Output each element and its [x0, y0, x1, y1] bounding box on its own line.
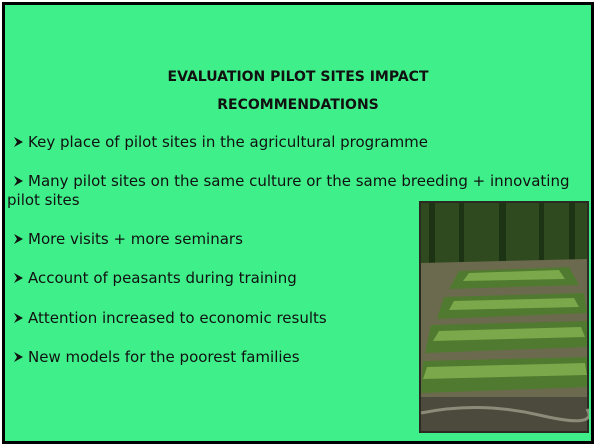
bullet-text: More visits + more seminars: [28, 230, 243, 248]
bullet-item: Key place of pilot sites in the agricult…: [7, 133, 572, 152]
bullet-text: Key place of pilot sites in the agricult…: [28, 133, 428, 151]
bullet-arrow: [13, 233, 24, 245]
bullet-text: Account of peasants during training: [28, 269, 297, 287]
bullet-arrow: [13, 312, 24, 324]
bullet-text: New models for the poorest families: [28, 348, 300, 366]
bullet-arrow: [13, 272, 24, 284]
bullet-arrow: [13, 175, 24, 187]
bullet-arrow: [13, 351, 24, 363]
slide: EVALUATION PILOT SITES IMPACT RECOMMENDA…: [2, 2, 594, 444]
bullet-text: Attention increased to economic results: [28, 309, 327, 327]
photo: [419, 201, 589, 433]
slide-title: EVALUATION PILOT SITES IMPACT RECOMMENDA…: [133, 63, 463, 119]
bullet-arrow: [13, 136, 24, 148]
